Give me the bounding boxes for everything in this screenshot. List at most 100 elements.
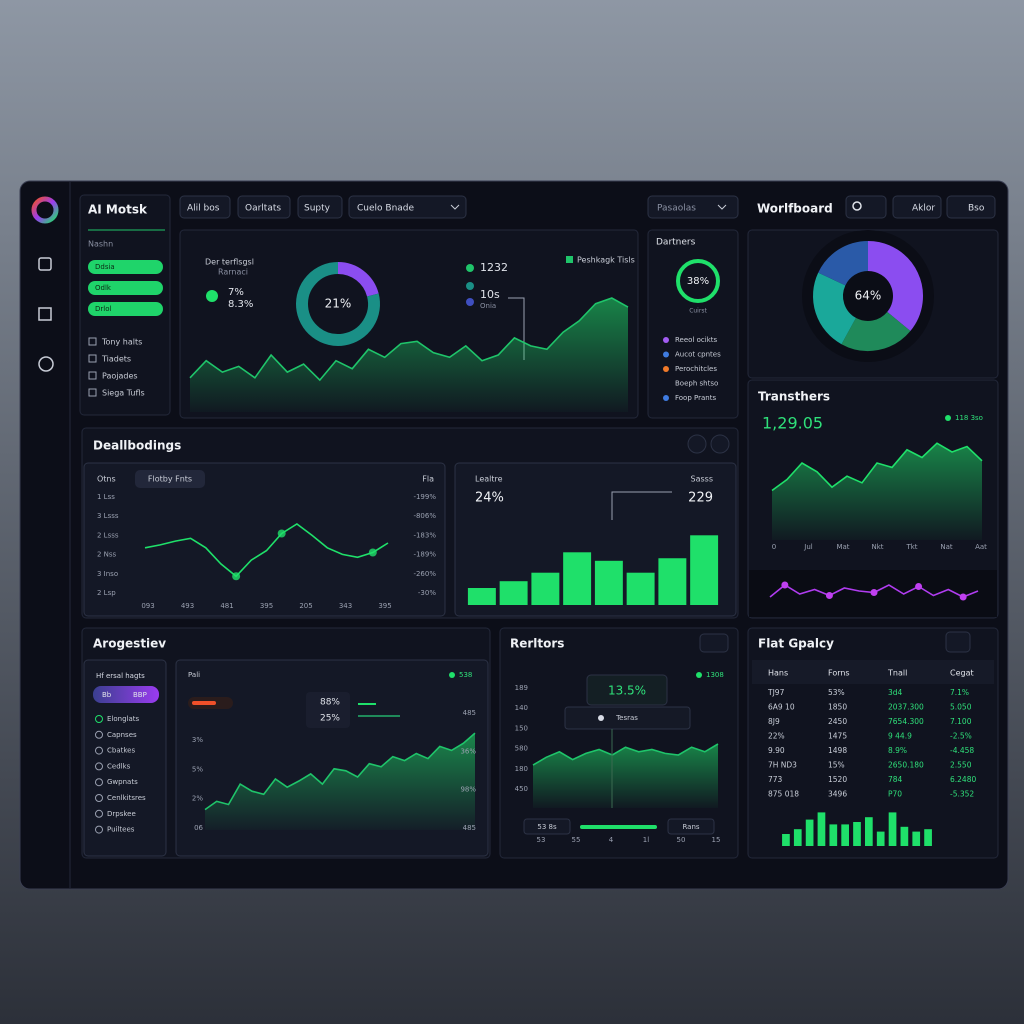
- x-label: Mat: [836, 543, 849, 551]
- filter[interactable]: [647, 195, 739, 219]
- bar: [924, 829, 932, 846]
- logo[interactable]: [31, 196, 59, 224]
- point: [781, 581, 789, 589]
- list-item: Reeol ocikts: [675, 336, 717, 344]
- table-cell: -4.458: [950, 746, 974, 755]
- x-label: 50: [677, 836, 686, 844]
- icon-button[interactable]: [945, 631, 971, 653]
- pill[interactable]: [93, 686, 159, 703]
- metric: 1232: [480, 261, 508, 274]
- icon-button[interactable]: [710, 434, 730, 454]
- header-button[interactable]: [892, 195, 942, 219]
- line: [144, 523, 389, 578]
- y-label: -189%: [413, 551, 436, 559]
- bar: [864, 817, 873, 846]
- x-label: 343: [339, 602, 352, 610]
- x-label: 205: [299, 602, 312, 610]
- line: [532, 743, 719, 766]
- item-icon: [95, 809, 103, 818]
- donut-label: 21%: [325, 297, 352, 311]
- y-label: 189: [515, 684, 528, 692]
- list-item: Elonglats: [107, 715, 140, 723]
- icon-button[interactable]: [699, 633, 729, 653]
- annotation: [508, 297, 525, 360]
- nav-icon[interactable]: [38, 356, 54, 372]
- partners-panel: [647, 229, 739, 419]
- table-cell: 773: [768, 775, 783, 784]
- glow-point: [368, 548, 377, 557]
- nav-icon[interactable]: [38, 307, 52, 321]
- pill-label: Drlol: [95, 305, 111, 313]
- table-cell: 7.100: [950, 717, 972, 726]
- toolbar-button[interactable]: [237, 195, 291, 219]
- list-item: Aucot cpntes: [675, 351, 721, 359]
- tooltip-sub: [564, 706, 691, 730]
- icon-button[interactable]: [687, 434, 707, 454]
- tab[interactable]: [135, 470, 205, 488]
- search-button[interactable]: [845, 195, 887, 219]
- tooltip-value: 13.5%: [608, 684, 646, 698]
- menu-icon: [88, 371, 97, 380]
- y-label: 485: [463, 824, 476, 832]
- x-label: 53: [537, 836, 546, 844]
- control[interactable]: [523, 818, 571, 835]
- y-label: 1 Lss: [97, 493, 115, 501]
- table-cell: 1498: [828, 746, 847, 755]
- pill-label: Odlk: [95, 284, 112, 292]
- pill[interactable]: [88, 260, 163, 274]
- stat: 88%: [320, 698, 340, 708]
- header-title: Worlfboard: [757, 202, 833, 216]
- bar: [626, 572, 655, 605]
- legend-swatch: [566, 256, 573, 263]
- area: [190, 298, 628, 412]
- bar: [782, 834, 790, 846]
- y-label: 2 Lsss: [97, 531, 119, 539]
- table-cell: 1850: [828, 703, 847, 712]
- item-icon: [95, 730, 103, 739]
- pill[interactable]: [88, 281, 163, 295]
- table-cell: 9 44.9: [888, 732, 912, 741]
- bar: [793, 829, 802, 846]
- y-label: -30%: [418, 589, 436, 597]
- header-button[interactable]: [946, 195, 996, 219]
- x-label: 4: [609, 836, 614, 844]
- tooltip: [586, 674, 668, 706]
- dot: [466, 264, 474, 272]
- x-label: Nkt: [871, 543, 883, 551]
- select[interactable]: [348, 195, 467, 219]
- x-label: 395: [378, 602, 391, 610]
- panel-title: Flat Gpalcy: [758, 637, 834, 651]
- panel-title: Rerltors: [510, 637, 564, 651]
- table-cell: 2.550: [950, 761, 972, 770]
- button-label: Alil bos: [187, 204, 220, 214]
- y-label: 5%: [192, 765, 203, 773]
- table-cell: 2037.300: [888, 703, 924, 712]
- pill[interactable]: [88, 302, 163, 316]
- progress-side: [83, 659, 167, 857]
- column-header: Hans: [768, 669, 788, 678]
- table-cell: 1520: [828, 775, 847, 784]
- menu-icon: [88, 354, 97, 363]
- control[interactable]: [667, 818, 715, 835]
- list-item: Drpskee: [107, 810, 136, 818]
- toolbar-button[interactable]: [297, 195, 343, 219]
- table-cell: 22%: [768, 732, 785, 741]
- toolbar-button[interactable]: [179, 195, 231, 219]
- nav-icon[interactable]: [38, 257, 52, 271]
- annotation: [611, 491, 672, 520]
- stat: 24%: [475, 491, 504, 506]
- area: [772, 443, 982, 540]
- list-item: Boeph shtso: [675, 380, 718, 388]
- table-cell: 6A9 10: [768, 703, 795, 712]
- legend-dot: [945, 415, 951, 421]
- tooltip-label: Tesras: [615, 714, 638, 722]
- menu-item: Tiadets: [101, 355, 131, 364]
- bar: [841, 824, 850, 846]
- item-icon: [95, 715, 103, 723]
- x-label: Aat: [975, 543, 987, 551]
- legend-label: 538: [459, 671, 472, 679]
- bar: [805, 819, 814, 846]
- legend-dot: [449, 672, 455, 678]
- list-item: Cedlks: [107, 762, 131, 770]
